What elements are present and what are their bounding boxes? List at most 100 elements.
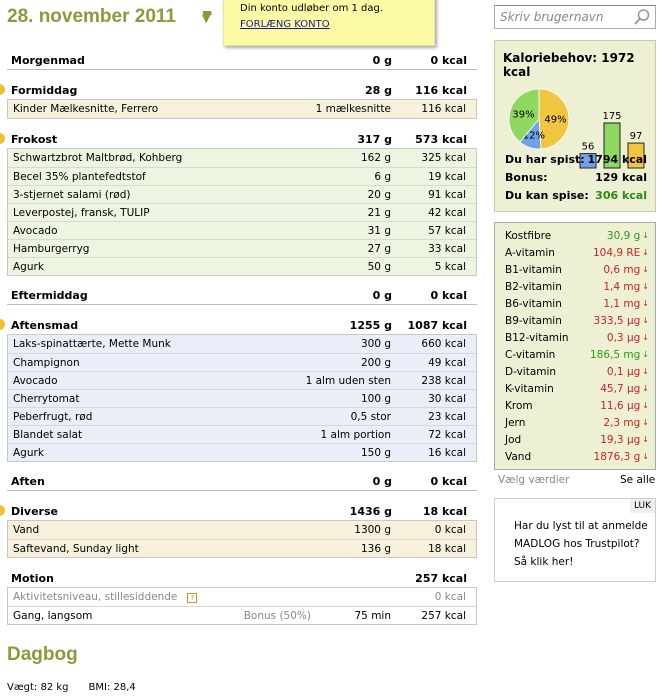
eaten-value: 1794 kcal (587, 153, 647, 166)
arrow-down-icon: ↓ (642, 452, 649, 461)
see-all-link[interactable]: Se alle (620, 474, 656, 486)
meal-section: Aftensmad 1255 g 1087 kcal Laks-spinattærte… (0, 316, 477, 462)
nutrient-row[interactable]: B1-vitamin 0,6 mg ↓ (495, 261, 655, 278)
motion-items: Aktivitetsniveau, stillesiddende? 0 kcal G… (7, 587, 477, 625)
meal-kcal: 573 kcal (415, 132, 467, 146)
meal-indicator-icon (0, 84, 5, 95)
nutrient-row[interactable]: A-vitamin 104,9 RE ↓ (495, 244, 655, 261)
meal-header[interactable]: Frokost 317 g 573 kcal (0, 130, 477, 148)
food-row[interactable]: Champignon 200 g 49 kcal (8, 353, 476, 371)
food-row[interactable]: Avocado 31 g 57 kcal (8, 221, 476, 239)
pie-label: 49% (544, 114, 566, 125)
exercise-row[interactable]: Gang, langsom Bonus (50%) 75 min 257 kcal (8, 606, 476, 624)
meal-name: Aften (11, 475, 45, 488)
motion-header: Motion 257 kcal (7, 569, 477, 587)
food-name: Champignon (13, 356, 80, 369)
meal-header[interactable]: Formiddag 28 g 116 kcal (0, 81, 477, 99)
nutrient-row[interactable]: Jod 19,3 µg ↓ (495, 431, 655, 448)
food-row[interactable]: Peberfrugt, rød 0,5 stor 23 kcal (8, 407, 476, 425)
nutrient-row[interactable]: D-vitamin 0,1 µg ↓ (495, 363, 655, 380)
calorie-bar (603, 122, 621, 169)
food-amount: 21 g (367, 206, 391, 219)
meal-header[interactable]: Aften 0 g 0 kcal (7, 473, 477, 491)
bonus-value: 129 kcal (595, 171, 647, 184)
nutrient-row[interactable]: B12-vitamin 0,3 µg ↓ (495, 329, 655, 346)
activity-kcal: 0 kcal (434, 591, 466, 603)
nutrient-value: 0,1 µg (606, 365, 641, 378)
nutrient-row[interactable]: C-vitamin 186,5 mg ↓ (495, 346, 655, 363)
arrow-down-icon: ↓ (642, 367, 649, 376)
nutrient-value: 186,5 mg (590, 348, 641, 361)
nutrient-name: K-vitamin (505, 382, 554, 395)
nutrient-value: 30,9 g (606, 229, 641, 242)
nutrient-row[interactable]: Jern 2,3 mg ↓ (495, 414, 655, 431)
trustpilot-line: Har du lyst til at anmelde (514, 520, 648, 532)
meal-header[interactable]: Aftensmad 1255 g 1087 kcal (0, 316, 477, 334)
close-button[interactable]: LUK (629, 499, 655, 513)
meal-kcal: 0 kcal (430, 475, 467, 488)
nutrient-list: Kostfibre 30,9 g ↓ A-vitamin 104,9 RE ↓ B1-vit… (494, 222, 656, 470)
meal-items: Vand 1300 g 0 kcal Saftevand, Sunday light 1… (7, 520, 477, 558)
nutrient-row[interactable]: Krom 11,6 µg ↓ (495, 397, 655, 414)
trustpilot-box[interactable]: LUK Har du lyst til at anmelde MADLOG hos… (494, 498, 656, 582)
food-row[interactable]: Leverpostej, fransk, TULIP 21 g 42 kcal (8, 203, 476, 221)
calorie-summary: Kaloriebehov: 1972 kcal 49% 12% 39% 56 175 97… (494, 40, 656, 212)
motion-section: Motion 257 kcal Aktivitetsniveau, stillesi… (7, 569, 477, 625)
food-row[interactable]: Kinder Mælkesnitte, Ferrero 1 mælkesnitte… (8, 100, 476, 118)
motion-kcal: 257 kcal (415, 571, 467, 585)
arrow-down-icon: ↓ (642, 418, 649, 427)
food-amount: 150 g (360, 446, 391, 459)
nutrient-row[interactable]: B2-vitamin 1,4 mg ↓ (495, 278, 655, 295)
food-row[interactable]: Avocado 1 alm uden sten 238 kcal (8, 371, 476, 389)
food-amount: 100 g (360, 392, 391, 405)
food-name: Saftevand, Sunday light (13, 542, 139, 555)
food-kcal: 660 kcal (421, 338, 466, 350)
food-row[interactable]: Vand 1300 g 0 kcal (8, 521, 476, 539)
extend-account-link[interactable]: FORLÆNG KONTO (240, 19, 330, 30)
help-icon[interactable]: ? (187, 593, 198, 603)
food-row[interactable]: Laks-spinattærte, Mette Munk 300 g 660 kca… (8, 335, 476, 353)
food-kcal: 0 kcal (434, 524, 466, 536)
meal-kcal: 0 kcal (430, 289, 467, 302)
username-search-input[interactable] (495, 6, 625, 28)
meal-header[interactable]: Eftermiddag 0 g 0 kcal (7, 287, 477, 305)
food-row[interactable]: Agurk 50 g 5 kcal (8, 257, 476, 275)
food-row[interactable]: Hamburgerryg 27 g 33 kcal (8, 239, 476, 257)
nutrient-value: 2,3 mg (603, 416, 641, 429)
meal-grams: 1255 g (349, 318, 392, 332)
meal-section: Diverse 1436 g 18 kcal Vand 1300 g 0 kcal Saft… (0, 502, 477, 558)
pie-slice (508, 88, 540, 143)
search-icon[interactable] (633, 8, 651, 26)
nutrient-row[interactable]: K-vitamin 45,7 µg ↓ (495, 380, 655, 397)
nutrient-value: 1876,3 g (593, 450, 641, 463)
diary-heading: Dagbog (7, 644, 78, 665)
meal-header[interactable]: Diverse 1436 g 18 kcal (0, 502, 477, 520)
food-row[interactable]: Saftevand, Sunday light 136 g 18 kcal (8, 539, 476, 557)
nutrient-value: 45,7 µg (600, 382, 641, 395)
arrow-down-icon: ↓ (642, 265, 649, 274)
nutrient-row[interactable]: Kostfibre 30,9 g ↓ (495, 227, 655, 244)
meal-section: Morgenmad 0 g 0 kcal (7, 52, 477, 70)
activity-row[interactable]: Aktivitetsniveau, stillesiddende? 0 kcal (8, 588, 476, 606)
food-row[interactable]: Becel 35% plantefedtstof 6 g 19 kcal (8, 167, 476, 185)
food-row[interactable]: Agurk 150 g 16 kcal (8, 443, 476, 461)
pie-label: 12% (523, 131, 545, 142)
meal-name: Formiddag (11, 83, 78, 97)
food-kcal: 72 kcal (428, 428, 466, 441)
meal-name: Frokost (11, 132, 58, 146)
meal-header[interactable]: Morgenmad 0 g 0 kcal (7, 52, 477, 70)
food-row[interactable]: Blandet salat 1 alm portion 72 kcal (8, 425, 476, 443)
food-amount: 300 g (360, 338, 391, 350)
food-row[interactable]: Schwartzbrot Maltbrød, Kohberg 162 g 325 k… (8, 149, 476, 167)
nutrient-row[interactable]: Vand 1876,3 g ↓ (495, 448, 655, 465)
nutrient-name: Jod (505, 433, 522, 446)
meal-grams: 317 g (357, 132, 392, 146)
nutrient-row[interactable]: B6-vitamin 1,1 mg ↓ (495, 295, 655, 312)
nutrient-row[interactable]: B9-vitamin 333,5 µg ↓ (495, 312, 655, 329)
food-row[interactable]: Cherrytomat 100 g 30 kcal (8, 389, 476, 407)
meal-grams: 0 g (372, 289, 392, 302)
nutrient-value: 0,3 µg (606, 331, 641, 344)
choose-values-link[interactable]: Vælg værdier (498, 474, 570, 486)
date-dropdown-icon[interactable]: ▬ ▼ (202, 6, 213, 25)
food-row[interactable]: 3-stjernet salami (rød) 20 g 91 kcal (8, 185, 476, 203)
